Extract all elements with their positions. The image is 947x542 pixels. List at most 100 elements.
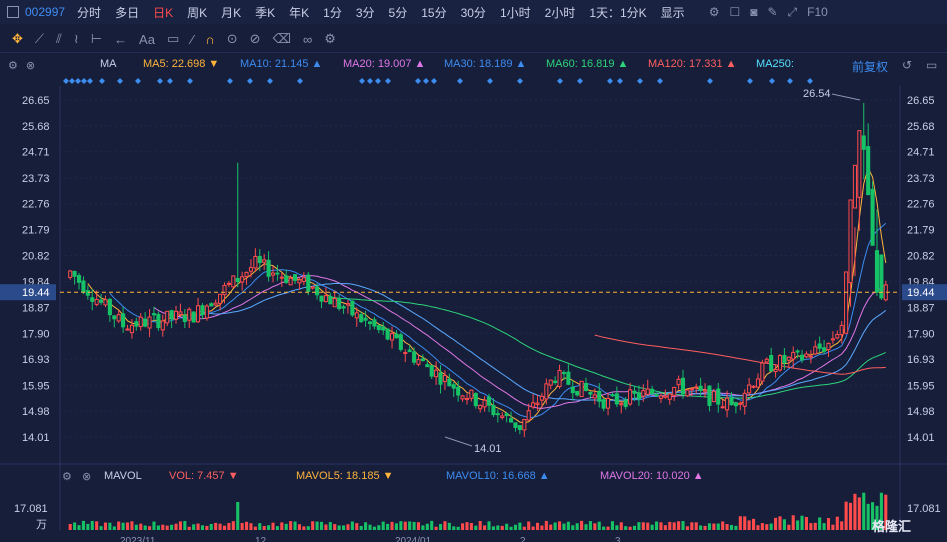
gear-icon[interactable]: ⚙ <box>708 5 720 19</box>
fullscreen-icon[interactable]: ⤢ <box>787 4 798 19</box>
text-tool-icon[interactable]: Aa <box>139 31 155 47</box>
candle-body <box>257 256 262 264</box>
candle-body <box>262 259 267 263</box>
period-tab[interactable]: 30分 <box>460 5 486 20</box>
volume-bar <box>738 516 742 530</box>
checkbox-icon[interactable]: ☐ <box>729 5 741 19</box>
y-tick-label-left: 21.79 <box>22 225 50 237</box>
candle-body <box>315 286 320 296</box>
lock-icon[interactable]: ⊙ <box>226 31 238 46</box>
candle-body <box>526 410 531 421</box>
candle-body <box>570 386 575 394</box>
period-tab[interactable]: 周K <box>187 5 208 20</box>
link-icon[interactable]: ∞ <box>302 31 313 47</box>
note-tool-icon[interactable]: ▭ <box>166 31 180 46</box>
pen-icon[interactable]: ✎ <box>767 5 778 19</box>
volume-bar <box>597 521 601 530</box>
close-icon[interactable]: ⊗ <box>82 471 92 483</box>
volume-bar <box>315 521 319 530</box>
camera-icon[interactable]: ◙ <box>750 5 758 19</box>
volume-bar <box>218 523 222 530</box>
candle-body <box>711 390 716 403</box>
candle-body <box>222 284 227 296</box>
candle-body <box>363 317 368 321</box>
ruler-icon[interactable]: ∕ <box>191 31 194 47</box>
hide-icon[interactable]: ⊘ <box>249 31 261 46</box>
display-menu[interactable]: 显示 <box>660 5 685 20</box>
volume-bar <box>650 524 654 530</box>
range-tool-icon[interactable]: ⊢ <box>90 31 103 46</box>
magnet-icon[interactable]: ∩ <box>205 31 215 47</box>
period-tab[interactable]: 月K <box>221 5 242 20</box>
candle-body <box>456 386 461 396</box>
candle-body <box>566 371 571 385</box>
candle-body <box>138 316 143 328</box>
period-tab[interactable]: 2小时 <box>544 5 576 20</box>
candle-body <box>81 280 86 293</box>
candle-body <box>614 393 619 405</box>
period-tab[interactable]: 分时 <box>77 5 102 20</box>
period-tab[interactable]: 季K <box>255 5 276 20</box>
volume-bar <box>844 501 848 530</box>
wave-tool-icon[interactable]: ≀ <box>73 31 79 46</box>
arrow-tool-icon[interactable]: ← <box>114 31 128 47</box>
candle-body <box>204 305 209 319</box>
candle-body <box>703 389 708 392</box>
candle-body <box>509 418 514 423</box>
volume-bar <box>333 524 337 530</box>
period-tab[interactable]: 3分 <box>355 5 375 20</box>
volume-bar <box>575 523 579 530</box>
adjustment-mode[interactable]: 前复权 <box>852 60 889 74</box>
volume-tick-right: 17.081 <box>907 503 941 515</box>
gear-icon[interactable]: ⚙ <box>8 59 18 72</box>
event-marker <box>87 78 93 84</box>
trash-icon[interactable]: ⌫ <box>272 31 291 46</box>
volume-bar <box>381 521 385 530</box>
volume-bar <box>610 521 615 530</box>
close-icon[interactable]: ⊗ <box>25 59 36 72</box>
undo-icon[interactable]: ↺ <box>902 58 913 72</box>
y-tick-label-right: 25.68 <box>907 121 935 133</box>
event-marker <box>617 78 623 84</box>
volume-bar <box>284 523 288 530</box>
gear-icon[interactable]: ⚙ <box>62 471 72 483</box>
volume-bar <box>628 526 632 530</box>
period-tab[interactable]: 5分 <box>388 5 408 20</box>
candle-body <box>623 399 628 408</box>
volume-bar <box>580 520 584 530</box>
candle-body <box>733 402 738 407</box>
volume-bar <box>729 524 734 530</box>
period-tab[interactable]: 15分 <box>421 5 447 20</box>
candle-body <box>240 276 245 283</box>
minimize-icon[interactable]: ▭ <box>926 58 938 72</box>
candle-body <box>293 274 298 281</box>
period-tab[interactable]: 1天：1分K <box>589 5 647 20</box>
ma-legend-item: MA60: 16.819 ▲ <box>546 58 629 70</box>
period-tab[interactable]: 日K <box>153 5 174 20</box>
candle-body <box>425 364 430 368</box>
f10-button[interactable]: F10 <box>807 5 828 19</box>
period-tab[interactable]: 年K <box>289 5 310 20</box>
settings-icon[interactable]: ⚙ <box>324 31 336 46</box>
candle-body <box>394 333 399 339</box>
candle-body <box>852 164 857 209</box>
volume-bar <box>306 526 310 530</box>
volume-bar <box>743 516 747 530</box>
period-tab[interactable]: 1分 <box>323 5 342 20</box>
candle-body <box>804 353 809 358</box>
candle-body <box>284 275 289 283</box>
volume-legend: ⚙ ⊗ MAVOL VOL: 7.457 ▼ MAVOL5: 18.185 ▼ MA… <box>0 468 947 486</box>
candle-body <box>874 250 880 293</box>
candle-body <box>90 297 95 302</box>
candle-body <box>143 318 148 327</box>
line-tool-icon[interactable]: ⟋ <box>34 31 45 46</box>
volume-bar <box>619 522 623 530</box>
channel-tool-icon[interactable]: ⫽ <box>56 31 62 46</box>
event-marker <box>577 78 583 84</box>
sidebar-toggle-icon[interactable] <box>7 6 19 18</box>
move-icon[interactable]: ✥ <box>12 31 23 46</box>
period-tab[interactable]: 多日 <box>115 5 140 20</box>
stock-code[interactable]: 002997 <box>25 5 66 19</box>
period-tab[interactable]: 1小时 <box>499 5 531 20</box>
